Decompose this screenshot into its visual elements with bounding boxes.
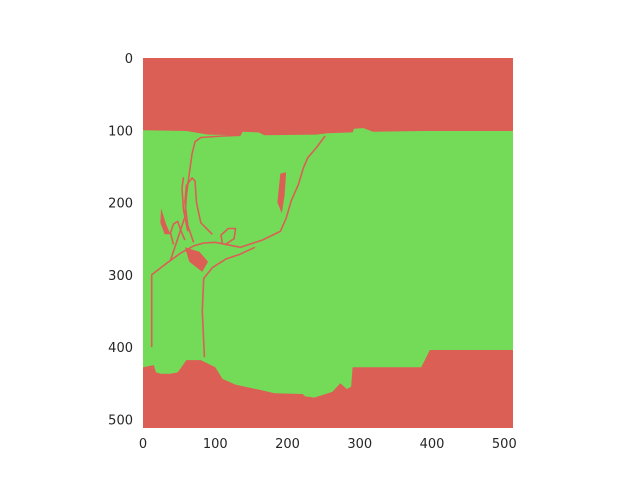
mask-background-strokes: [150, 134, 326, 358]
y-tick-label: 400: [108, 341, 133, 356]
mask-background-stroke: [181, 177, 189, 232]
mask-foreground-region: [143, 128, 513, 398]
mask-background-stroke: [169, 220, 186, 245]
y-tick-label: 100: [108, 124, 133, 139]
mask-background-stroke: [184, 177, 213, 243]
mask-background-stroke: [150, 135, 326, 348]
y-tick-label: 500: [108, 413, 133, 428]
x-tick-label: 100: [203, 437, 228, 452]
mask-background-patch: [277, 172, 287, 214]
y-tick-label: 300: [108, 269, 133, 284]
plot-area: [143, 58, 513, 428]
x-tick-label: 500: [492, 437, 517, 452]
x-tick-label: 0: [139, 437, 147, 452]
x-tick-label: 400: [420, 437, 445, 452]
mask-background-patch: [184, 247, 208, 272]
mask-background-patches: [160, 172, 287, 272]
mask-background-patch: [160, 208, 171, 235]
mask-background-stroke: [220, 227, 237, 246]
mask-background-stroke: [201, 246, 256, 358]
y-tick-label: 200: [108, 197, 133, 212]
y-tick-label: 0: [125, 52, 133, 67]
x-tick-label: 300: [347, 437, 372, 452]
y-axis: 0 100 200 300 400 500: [108, 52, 133, 428]
x-tick-label: 200: [275, 437, 300, 452]
x-axis: 0 100 200 300 400 500: [139, 437, 517, 452]
